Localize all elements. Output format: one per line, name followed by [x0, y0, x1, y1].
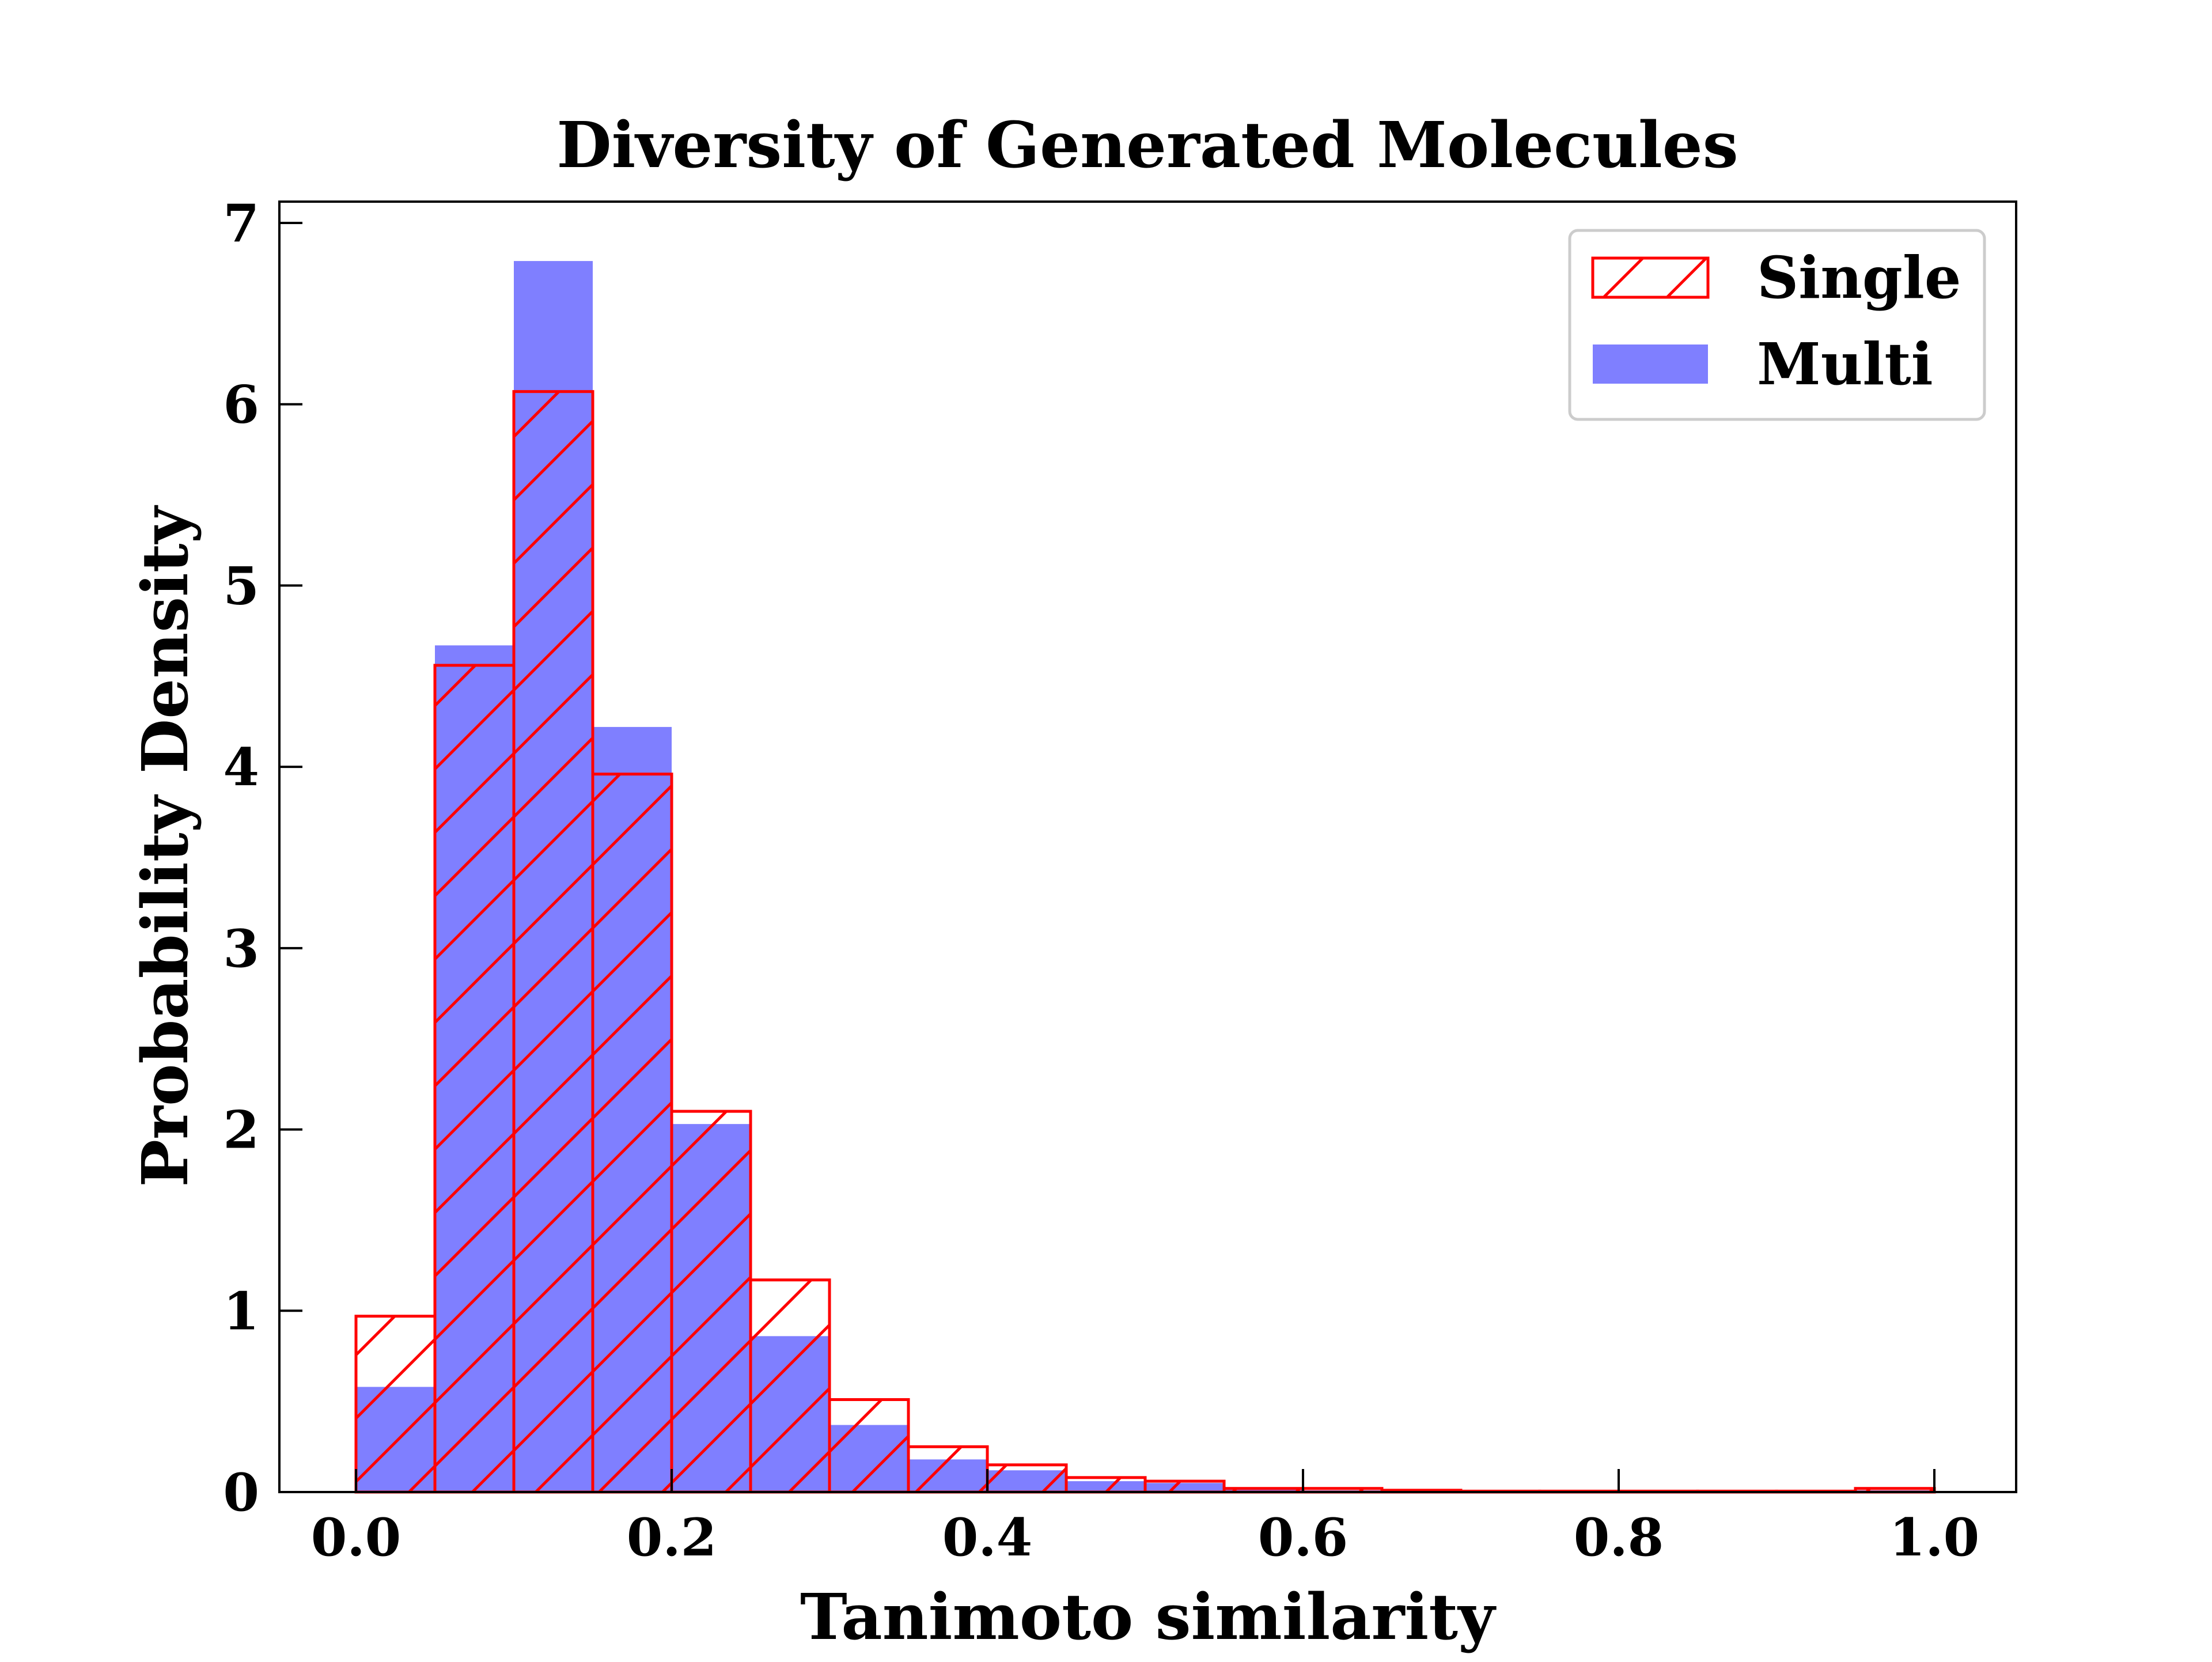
- x-tick-label: 1.0: [1889, 1507, 1980, 1568]
- legend: Single Multi: [1568, 229, 1986, 421]
- x-tick-label: 0.4: [942, 1507, 1033, 1568]
- y-axis-label: Probability Density: [128, 505, 202, 1187]
- y-tick-label: 7: [223, 193, 259, 254]
- single-bar: [1143, 1479, 1226, 1494]
- single-bar: [828, 1398, 910, 1494]
- single-bar: [354, 1315, 437, 1494]
- y-tick-label: 2: [223, 1100, 259, 1161]
- legend-multi-label: Multi: [1757, 330, 1933, 398]
- x-tick-label: 0.6: [1258, 1507, 1349, 1568]
- chart-title: Diversity of Generated Molecules: [556, 108, 1738, 182]
- axes-frame: [278, 200, 2017, 1493]
- single-bar: [591, 773, 673, 1494]
- single-bar: [670, 1110, 752, 1494]
- legend-multi-swatch: [1593, 344, 1708, 384]
- single-bar: [1065, 1476, 1147, 1494]
- axis-ticks: [279, 222, 1936, 1493]
- single-series-bars: [354, 390, 1936, 1494]
- legend-single-label: Single: [1757, 244, 1961, 312]
- x-tick-labels: 0.0 0.2 0.4 0.6 0.8 1.0: [311, 1507, 1980, 1568]
- single-bar: [986, 1463, 1068, 1494]
- y-tick-label: 3: [223, 918, 259, 979]
- legend-single-swatch: [1591, 256, 1710, 299]
- y-tick-label: 0: [223, 1462, 259, 1523]
- single-bar: [512, 390, 594, 1494]
- x-axis-label: Tanimoto similarity: [800, 1580, 1497, 1654]
- x-tick-label: 0.8: [1574, 1507, 1664, 1568]
- x-tick-label: 0.0: [311, 1507, 402, 1568]
- single-bar: [907, 1445, 989, 1494]
- y-tick-label: 5: [223, 555, 259, 616]
- y-tick-label: 6: [223, 374, 259, 436]
- single-bar: [749, 1278, 831, 1494]
- y-tick-labels: 0 1 2 3 4 5 6 7: [223, 193, 259, 1523]
- y-tick-label: 1: [223, 1281, 259, 1342]
- single-bar: [433, 664, 516, 1494]
- y-tick-label: 4: [223, 737, 259, 798]
- x-tick-label: 0.2: [627, 1507, 717, 1568]
